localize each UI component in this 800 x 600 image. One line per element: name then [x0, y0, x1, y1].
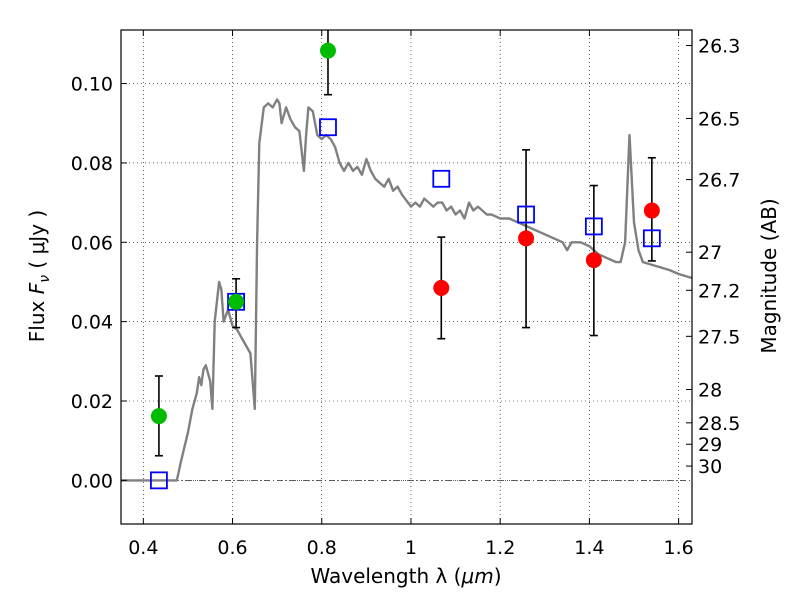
x-tick-label: 0.6: [217, 537, 247, 559]
y2-tick-label: 27.5: [698, 326, 740, 348]
axis-ticks: 0.4 0.6 0.8 1 1.2 1.4 1.6 0.00 0.02 0.04 0.06 0.08 0…: [71, 30, 740, 559]
nondetection-point: [433, 279, 450, 296]
model-photometry-point: [432, 169, 451, 188]
model-photometry-point: [584, 217, 603, 236]
y-tick-label: 0.02: [71, 391, 113, 413]
detection-point: [228, 293, 245, 310]
x-axis-label: Wavelength λ (μm): [310, 564, 501, 588]
x-tick-label: 1: [405, 537, 417, 559]
x-tick-label: 1.6: [664, 537, 694, 559]
y2-tick-label: 29: [698, 434, 722, 456]
model-photometry-point: [642, 229, 661, 248]
y2-axis-label: Magnitude (AB): [757, 198, 781, 353]
x-tick-label: 1.2: [485, 537, 515, 559]
nondetection-point: [518, 230, 535, 247]
y-tick-label: 0.10: [71, 74, 113, 96]
y2-tick-label: 27.2: [698, 280, 740, 302]
x-tick-label: 0.4: [128, 537, 158, 559]
plot-content: [121, 30, 692, 490]
y2-tick-label: 30: [698, 456, 722, 478]
model-photometry-point: [319, 118, 337, 137]
y2-tick-label: 28: [698, 379, 722, 401]
y-axis-label: Flux Fν ( μJy ): [25, 210, 53, 342]
y-tick-label: 0.08: [71, 153, 113, 175]
y2-tick-label: 26.7: [698, 170, 740, 192]
model-photometry-point: [517, 205, 535, 224]
sed-model-line: [121, 98, 692, 482]
y-tick-label: 0.06: [71, 232, 113, 254]
detection-point: [150, 408, 167, 425]
nondetection-point: [643, 202, 660, 219]
y2-tick-label: 27: [698, 242, 722, 264]
plot-frame: [120, 29, 693, 525]
y-tick-label: 0.04: [71, 312, 113, 334]
y-tick-label: 0.00: [71, 470, 113, 492]
nondetection-point: [585, 252, 602, 269]
x-tick-label: 0.8: [307, 537, 337, 559]
y2-tick-label: 26.3: [698, 35, 740, 57]
y2-tick-label: 28.5: [698, 413, 740, 435]
detection-point: [319, 42, 336, 59]
x-tick-label: 1.4: [574, 537, 604, 559]
model-photometry-point: [150, 471, 168, 490]
y2-tick-label: 26.5: [698, 108, 740, 130]
